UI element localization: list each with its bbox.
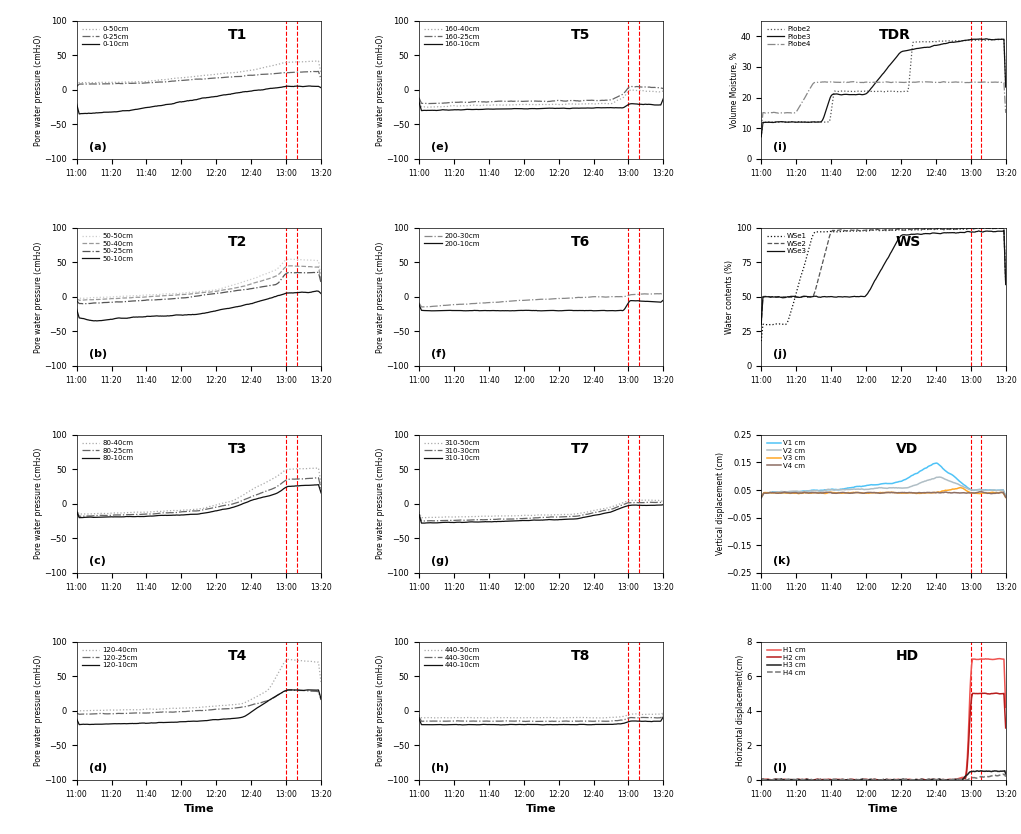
Text: (f): (f) xyxy=(431,349,446,359)
Legend: 200-30cm, 200-10cm: 200-30cm, 200-10cm xyxy=(423,231,482,249)
Text: (a): (a) xyxy=(89,142,106,152)
Y-axis label: Volume Moisture, %: Volume Moisture, % xyxy=(730,52,739,128)
Text: (h): (h) xyxy=(431,763,449,773)
Legend: Plobe2, Plobe3, Plobe4: Plobe2, Plobe3, Plobe4 xyxy=(765,24,813,49)
Legend: V1 cm, V2 cm, V3 cm, V4 cm: V1 cm, V2 cm, V3 cm, V4 cm xyxy=(765,439,808,470)
Text: (e): (e) xyxy=(431,142,449,152)
Legend: 50-50cm, 50-40cm, 50-25cm, 50-10cm: 50-50cm, 50-40cm, 50-25cm, 50-10cm xyxy=(80,231,136,264)
Y-axis label: Horizontal displacement(cm): Horizontal displacement(cm) xyxy=(736,656,744,766)
Y-axis label: Pore water pressure (cmH₂O): Pore water pressure (cmH₂O) xyxy=(34,656,43,766)
Y-axis label: Pore water pressure (cmH₂O): Pore water pressure (cmH₂O) xyxy=(376,656,385,766)
Legend: 80-40cm, 80-25cm, 80-10cm: 80-40cm, 80-25cm, 80-10cm xyxy=(80,439,136,463)
Y-axis label: Pore water pressure (cmH₂O): Pore water pressure (cmH₂O) xyxy=(34,241,43,353)
Text: (g): (g) xyxy=(431,556,449,566)
Text: T3: T3 xyxy=(228,442,247,455)
Text: (c): (c) xyxy=(89,556,106,566)
Text: WS: WS xyxy=(895,234,921,249)
Y-axis label: Pore water pressure (cmH₂O): Pore water pressure (cmH₂O) xyxy=(376,34,385,145)
Legend: H1 cm, H2 cm, H3 cm, H4 cm: H1 cm, H2 cm, H3 cm, H4 cm xyxy=(765,646,808,677)
X-axis label: Time: Time xyxy=(868,804,898,814)
Text: T4: T4 xyxy=(228,649,247,663)
Text: (k): (k) xyxy=(774,556,791,566)
Y-axis label: Water contents (%): Water contents (%) xyxy=(725,260,734,334)
Text: (l): (l) xyxy=(774,763,787,773)
Text: (d): (d) xyxy=(89,763,107,773)
Legend: 310-50cm, 310-30cm, 310-10cm: 310-50cm, 310-30cm, 310-10cm xyxy=(423,439,482,463)
Legend: 120-40cm, 120-25cm, 120-10cm: 120-40cm, 120-25cm, 120-10cm xyxy=(80,646,140,671)
Text: (b): (b) xyxy=(89,349,107,359)
Text: T6: T6 xyxy=(571,234,590,249)
Legend: 0-50cm, 0-25cm, 0-10cm: 0-50cm, 0-25cm, 0-10cm xyxy=(80,24,131,49)
Text: HD: HD xyxy=(895,649,919,663)
Legend: WSe1, WSe2, WSe3: WSe1, WSe2, WSe3 xyxy=(765,231,809,256)
Text: (i): (i) xyxy=(774,142,787,152)
X-axis label: Time: Time xyxy=(526,804,556,814)
Y-axis label: Pore water pressure (cmH₂O): Pore water pressure (cmH₂O) xyxy=(376,448,385,560)
Y-axis label: Vertical displacement (cm): Vertical displacement (cm) xyxy=(716,452,725,555)
Legend: 440-50cm, 440-30cm, 440-10cm: 440-50cm, 440-30cm, 440-10cm xyxy=(423,646,482,671)
Text: TDR: TDR xyxy=(878,28,911,42)
Text: (j): (j) xyxy=(774,349,787,359)
Text: T5: T5 xyxy=(571,28,590,42)
Text: T7: T7 xyxy=(571,442,590,455)
Text: T1: T1 xyxy=(228,28,247,42)
Y-axis label: Pore water pressure (cmH₂O): Pore water pressure (cmH₂O) xyxy=(34,34,43,145)
Text: T2: T2 xyxy=(228,234,247,249)
Y-axis label: Pore water pressure (cmH₂O): Pore water pressure (cmH₂O) xyxy=(34,448,43,560)
Legend: 160-40cm, 160-25cm, 160-10cm: 160-40cm, 160-25cm, 160-10cm xyxy=(423,24,482,49)
X-axis label: Time: Time xyxy=(184,804,214,814)
Y-axis label: Pore water pressure (cmH₂O): Pore water pressure (cmH₂O) xyxy=(376,241,385,353)
Text: VD: VD xyxy=(895,442,918,455)
Text: T8: T8 xyxy=(571,649,590,663)
